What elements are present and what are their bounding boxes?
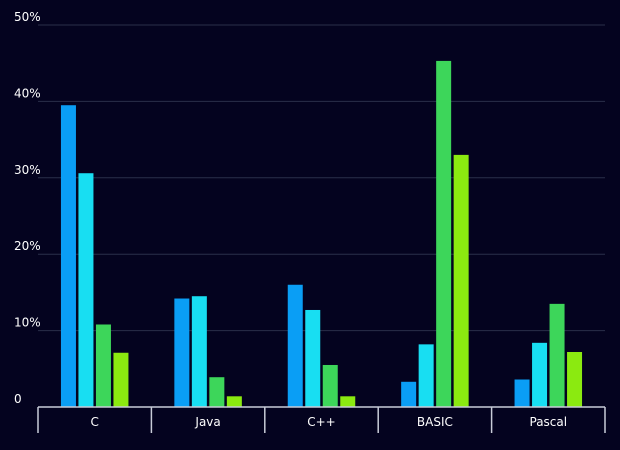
bar [436,60,452,408]
bar [567,351,583,407]
y-tick-label: 0 [14,392,22,406]
bar [174,298,190,407]
bar [226,396,242,407]
bar [401,381,417,407]
y-tick-label: 10% [14,316,41,330]
y-tick-label: 20% [14,239,41,253]
y-tick-label: 50% [14,10,41,24]
y-tick-label: 40% [14,86,41,100]
bar [113,352,129,407]
bar [305,309,321,407]
bar [191,296,207,407]
bar [95,324,111,407]
bar [532,342,548,407]
x-tick-label: Java [194,415,220,429]
bar [418,344,434,407]
bar [322,364,338,407]
bar [209,377,225,407]
x-tick-label: C [91,415,99,429]
bar [287,284,303,407]
y-tick-label: 30% [14,163,41,177]
x-tick-label: BASIC [417,415,453,429]
x-tick-label: C++ [307,415,336,429]
bar [549,303,565,407]
bar [453,154,469,407]
bar [60,105,76,407]
x-tick-label: Pascal [530,415,568,429]
bar [78,173,94,407]
bar [514,379,530,407]
bar [340,396,356,407]
